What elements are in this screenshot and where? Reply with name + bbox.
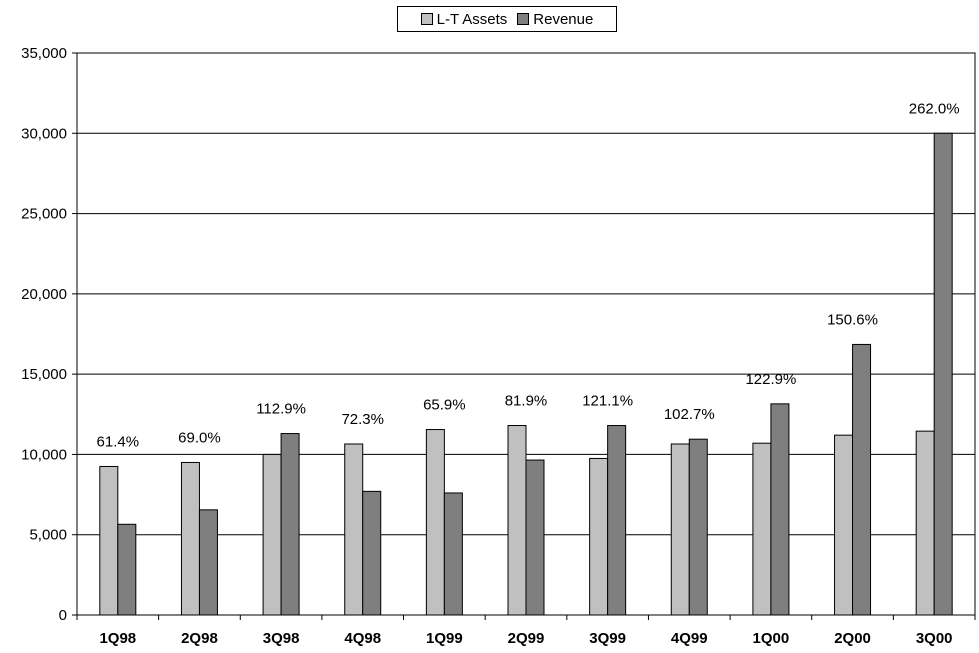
legend-label-revenue: Revenue xyxy=(533,10,594,28)
bar-lt-assets xyxy=(344,443,364,616)
bar-lt-assets xyxy=(262,453,282,616)
legend: L-T Assets Revenue xyxy=(397,6,617,32)
x-tick-label: 1Q99 xyxy=(426,630,463,647)
bar-revenue xyxy=(852,343,872,616)
legend-label-lt-assets: L-T Assets xyxy=(436,10,508,28)
data-label: 122.9% xyxy=(745,371,796,388)
bar-lt-assets xyxy=(99,465,119,616)
data-label: 102.7% xyxy=(664,406,715,423)
bar-revenue xyxy=(362,490,382,616)
bar-revenue xyxy=(443,492,463,616)
bar-revenue xyxy=(933,132,953,616)
data-label: 150.6% xyxy=(827,311,878,328)
data-label: 69.0% xyxy=(178,429,221,446)
x-tick-label: 1Q00 xyxy=(753,630,790,647)
bar-revenue xyxy=(688,438,708,616)
legend-swatch-lt-assets xyxy=(420,13,433,25)
y-tick-label: 10,000 xyxy=(21,446,67,463)
bar-revenue xyxy=(198,509,218,616)
bar-lt-assets xyxy=(834,434,854,616)
bar-revenue xyxy=(117,523,137,616)
y-tick-label: 30,000 xyxy=(21,125,67,142)
bar-revenue xyxy=(607,425,627,616)
y-tick-label: 5,000 xyxy=(29,527,67,544)
bar-lt-assets xyxy=(670,443,690,616)
y-tick-label: 20,000 xyxy=(21,286,67,303)
bar-lt-assets xyxy=(507,425,527,616)
legend-item-revenue: Revenue xyxy=(517,11,593,28)
legend-item-lt-assets: L-T Assets xyxy=(420,10,508,28)
x-tick-label: 3Q99 xyxy=(589,630,626,647)
x-tick-label: 2Q98 xyxy=(181,630,218,647)
y-tick-label: 15,000 xyxy=(21,366,67,383)
bar-lt-assets xyxy=(915,430,935,616)
x-tick-label: 3Q00 xyxy=(916,630,953,647)
y-tick-label: 25,000 xyxy=(21,206,67,223)
bar-lt-assets xyxy=(589,457,609,616)
bar-lt-assets xyxy=(180,461,200,616)
x-tick-label: 3Q98 xyxy=(263,630,300,647)
data-label: 112.9% xyxy=(256,401,306,418)
bar-lt-assets xyxy=(752,442,772,616)
x-tick-label: 2Q99 xyxy=(508,630,545,647)
y-tick-label: 35,000 xyxy=(21,45,67,62)
data-label: 121.1% xyxy=(582,393,633,410)
data-label: 61.4% xyxy=(97,433,140,450)
data-label: 81.9% xyxy=(505,393,548,410)
bar-revenue xyxy=(280,433,300,616)
x-tick-label: 2Q00 xyxy=(834,630,871,647)
legend-swatch-revenue xyxy=(517,13,530,25)
bar-revenue xyxy=(525,459,545,616)
data-label: 262.0% xyxy=(909,100,960,117)
bar-revenue xyxy=(770,403,790,616)
data-label: 65.9% xyxy=(423,397,466,414)
x-tick-label: 4Q98 xyxy=(344,630,381,647)
bar-lt-assets xyxy=(425,429,445,616)
x-tick-label: 4Q99 xyxy=(671,630,708,647)
x-tick-label: 1Q98 xyxy=(99,630,136,647)
y-tick-label: 0 xyxy=(59,607,67,624)
data-label: 72.3% xyxy=(341,411,384,428)
